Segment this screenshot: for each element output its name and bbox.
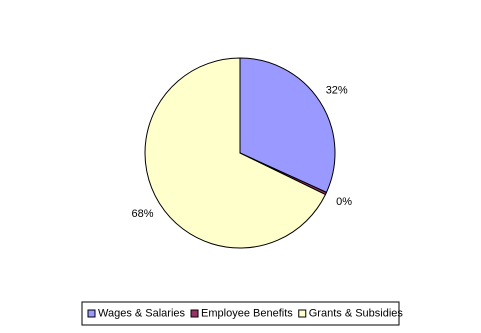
legend-label: Grants & Subsidies — [309, 307, 404, 319]
data-label: 32% — [326, 85, 348, 97]
legend-swatch — [87, 309, 96, 318]
legend-swatch — [190, 309, 199, 318]
pie-slice — [144, 57, 327, 249]
pie-slice — [239, 57, 336, 194]
legend-box — [81, 301, 400, 326]
legend-label: Employee Benefits — [201, 307, 293, 319]
legend-swatch — [298, 309, 307, 318]
data-label: 0% — [336, 196, 352, 208]
legend-label: Wages & Salaries — [98, 307, 186, 319]
data-label: 68% — [132, 208, 154, 220]
